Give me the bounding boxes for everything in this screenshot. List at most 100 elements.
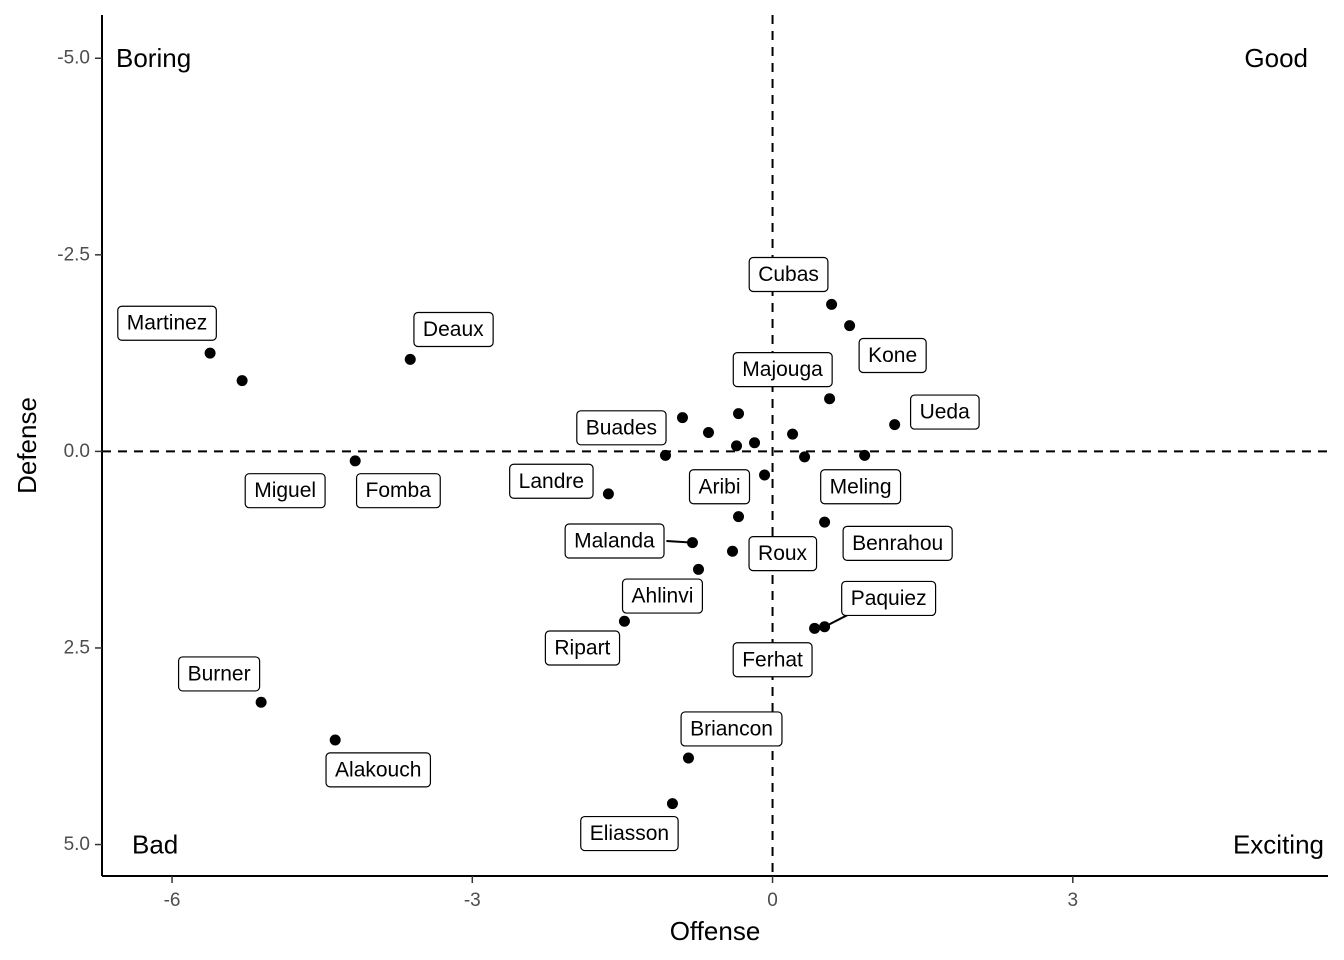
data-point [236,375,248,387]
data-point [749,437,761,449]
quadrant-label-exciting: Exciting [1233,830,1324,860]
data-point [889,419,901,431]
label-box [117,305,217,341]
label-text: Deaux [423,318,484,341]
data-point [692,563,704,575]
points-layer [204,298,901,810]
label-text: Aribi [698,475,740,498]
data-point [676,412,688,424]
quadrant-label-bad: Bad [132,830,178,860]
label-text: Majouga [742,358,823,381]
reference-lines [102,15,1328,876]
label-box [680,711,783,747]
x-tick-label: -3 [464,890,481,911]
label-box [580,815,679,852]
data-point [255,696,267,708]
point-label: Buades [576,410,667,446]
data-point [824,393,836,405]
label-box [621,578,703,614]
y-axis-title: Defense [12,397,42,494]
data-point [727,545,739,557]
data-point [859,449,871,461]
x-tick-label: -6 [164,890,181,911]
y-tick-label: -2.5 [57,244,90,265]
data-point [759,469,771,481]
quadrant-label-good: Good [1244,43,1308,73]
point-label: Ueda [909,394,980,430]
label-text: Meling [830,475,892,498]
label-box [858,337,927,374]
label-box [732,642,813,678]
label-text: Buades [586,416,657,439]
y-tick-label: 5.0 [64,834,90,855]
label-box [509,463,594,499]
label-box [564,523,665,559]
labels-layer: Martinez Miguel Deaux Fomba Cubas Kone Majouga… [117,256,980,852]
data-point [799,451,811,463]
label-text: Malanda [574,530,655,553]
label-box [355,473,441,509]
data-point [204,347,216,359]
y-tick-label: -5.0 [57,48,90,69]
point-label: Miguel [244,473,326,509]
label-text: Fomba [366,479,432,502]
point-label: Cubas [748,256,829,293]
point-label: Kone [858,337,927,374]
label-text: Burner [188,662,251,685]
point-label: Deaux [413,311,494,348]
data-point [602,488,614,500]
label-text: Miguel [254,479,316,502]
data-point [682,752,694,764]
point-label: Benrahou [842,525,953,561]
y-tick-label: 2.5 [64,637,90,658]
label-box [576,410,667,446]
point-label: Ahlinvi [621,578,703,614]
data-point [733,408,745,420]
data-point [809,622,821,634]
label-text: Ripart [554,636,610,659]
label-box [748,256,829,293]
label-box [688,469,751,505]
point-label: Eliasson [580,815,679,852]
point-label: Burner [177,656,261,692]
x-tick-label: 0 [767,890,778,911]
label-box [748,536,818,572]
data-point [733,511,745,523]
label-text: Briancon [690,717,773,740]
label-text: Roux [758,542,808,565]
data-point [819,516,831,528]
label-box [820,469,902,505]
label-text: Paquiez [851,587,927,610]
data-point [349,455,361,467]
data-point [666,798,678,810]
quadrant-labels: Boring Good Bad Exciting [116,43,1324,859]
axes: -6 -3 0 3 -5.0 -2.5 0.0 2.5 5.0 [57,15,1328,911]
data-point [787,428,799,440]
label-box [325,752,432,788]
label-box [732,352,833,388]
point-label: Ferhat [732,642,813,678]
point-label: Fomba [355,473,441,509]
data-point [844,320,856,332]
point-label: Aribi [688,469,751,505]
label-connector [824,613,850,628]
label-text: Eliasson [590,822,669,845]
label-text: Cubas [758,263,819,286]
label-text: Kone [868,344,917,367]
point-label: Martinez [117,305,217,341]
point-label: Majouga [732,352,833,388]
label-text: Ahlinvi [632,585,694,608]
point-label: Malanda [564,523,665,559]
data-point [702,427,714,439]
data-point [404,353,416,365]
label-box [544,630,621,666]
x-axis-title: Offense [670,916,761,946]
label-connector [666,540,693,544]
point-label: Briancon [680,711,783,747]
y-tick-label: 0.0 [64,441,90,462]
label-text: Landre [519,470,584,493]
label-box [842,525,953,561]
point-label: Alakouch [325,752,432,788]
point-label: Meling [820,469,902,505]
